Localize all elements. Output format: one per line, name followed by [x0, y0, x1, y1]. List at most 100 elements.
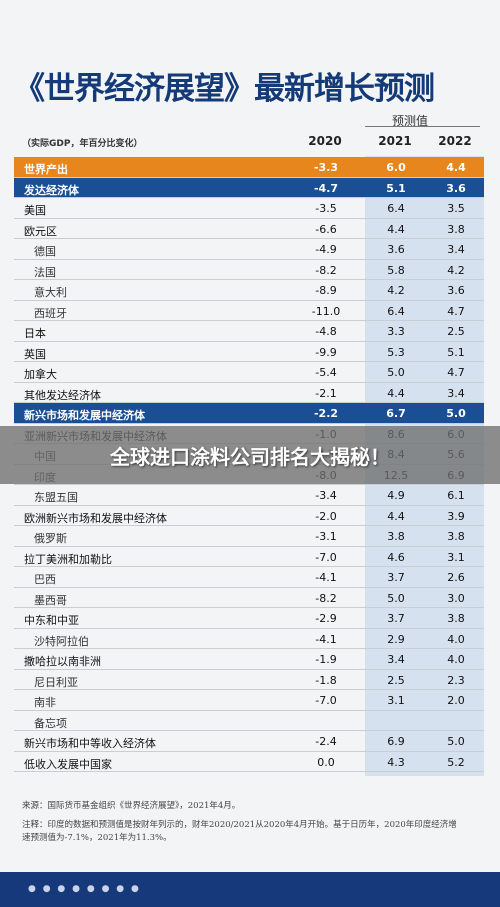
- cell-v2020: -8.9: [315, 284, 337, 297]
- cell-v2022: 3.1: [447, 550, 465, 564]
- cell-v2021: 5.0: [387, 591, 405, 605]
- table-row: 加拿大 -5.4 5.0 4.7: [14, 362, 484, 383]
- cell-v2020: -1.8: [315, 673, 337, 687]
- cell-v2020: -2.0: [315, 509, 337, 523]
- cell-v2022: 3.5: [447, 202, 465, 215]
- cell-v2021: 5.1: [386, 181, 406, 195]
- cell-v2021: 5.0: [387, 366, 405, 379]
- table-row: 其他发达经济体 -2.1 4.4 3.4: [14, 383, 484, 403]
- cell-v2021: 6.4: [387, 202, 405, 215]
- table-row: 墨西哥 -8.2 5.0 3.0: [14, 588, 484, 608]
- table-row: 法国 -8.2 5.8 4.2: [14, 260, 484, 280]
- cell-v2021: 3.7: [387, 612, 405, 625]
- cell-v2020: -2.1: [315, 386, 337, 400]
- cell-v2020: -4.7: [313, 181, 339, 195]
- cell-v2022: 4.0: [447, 653, 465, 666]
- cell-v2020: -7.0: [315, 694, 337, 707]
- cell-v2021: 3.1: [387, 694, 405, 707]
- notes: 来源：国际货币基金组织《世界经济展望》，2021年4月。 注释：印度的数据和预测…: [22, 800, 462, 851]
- row-label: 尼日利亚: [34, 675, 78, 689]
- cell-v2020: -3.4: [315, 489, 337, 502]
- cell-v2022: 3.9: [447, 509, 465, 523]
- cell-v2020: -6.6: [315, 222, 337, 236]
- cell-v2022: 2.0: [447, 694, 465, 707]
- cell-v2022: 3.0: [447, 591, 465, 605]
- cell-v2021: 3.8: [387, 530, 405, 543]
- column-header-2021: 2021: [378, 134, 412, 148]
- table-row: 低收入发展中国家 0.0 4.3 5.2: [14, 752, 484, 772]
- cell-v2020: -3.5: [315, 202, 337, 215]
- bottom-decoration: ● ● ● ● ● ● ● ●: [28, 884, 141, 894]
- cell-v2021: 4.2: [387, 284, 405, 297]
- cell-v2021: 3.3: [387, 325, 405, 338]
- cell-v2020: -9.9: [315, 345, 337, 359]
- table-row: 俄罗斯 -3.1 3.8 3.8: [14, 526, 484, 547]
- cell-v2022: 4.7: [447, 304, 465, 318]
- cell-v2021: 4.4: [387, 386, 405, 400]
- table-row: 东盟五国 -3.4 4.9 6.1: [14, 485, 484, 506]
- cell-v2022: 2.5: [447, 325, 465, 338]
- table-row: 欧洲新兴市场和发展中经济体 -2.0 4.4 3.9: [14, 506, 484, 526]
- overlay-banner: [0, 426, 500, 484]
- predicted-divider: [365, 126, 480, 127]
- row-label: 欧元区: [24, 224, 57, 238]
- table-row: 撒哈拉以南非洲 -1.9 3.4 4.0: [14, 649, 484, 670]
- row-label: 中东和中亚: [24, 614, 79, 627]
- table-row: 美国 -3.5 6.4 3.5: [14, 198, 484, 219]
- row-label: 美国: [24, 204, 46, 217]
- cell-v2022: 2.3: [447, 673, 465, 687]
- footnote: 注释：印度的数据和预测值是按财年列示的，财年2020/2021从2020年4月开…: [22, 820, 457, 843]
- row-label: 巴西: [34, 573, 56, 586]
- cell-v2022: 3.8: [447, 612, 465, 625]
- table-row: 世界产出 -3.3 6.0 4.4: [14, 157, 484, 178]
- table-row: 意大利 -8.9 4.2 3.6: [14, 280, 484, 301]
- cell-v2020: -4.8: [315, 325, 337, 338]
- cell-v2022: 3.8: [447, 222, 465, 236]
- column-header-2020: 2020: [308, 134, 342, 148]
- predicted-label: 预测值: [391, 114, 428, 128]
- row-label: 日本: [24, 327, 46, 340]
- row-label: 新兴市场和发展中经济体: [24, 409, 145, 422]
- table-row: 西班牙 -11.0 6.4 4.7: [14, 301, 484, 321]
- cell-v2020: -1.9: [315, 653, 337, 666]
- cell-v2020: -8.2: [315, 263, 337, 277]
- cell-v2020: 0.0: [317, 755, 335, 769]
- row-label: 欧洲新兴市场和发展中经济体: [24, 511, 167, 525]
- row-label: 低收入发展中国家: [24, 757, 112, 771]
- cell-v2022: 5.2: [447, 755, 465, 769]
- row-label: 发达经济体: [24, 183, 79, 197]
- cell-v2022: 4.4: [446, 161, 466, 174]
- overlay-banner-text: 全球进口涂料公司排名大揭秘！: [110, 445, 390, 469]
- cell-v2020: -11.0: [311, 304, 341, 318]
- cell-v2020: -3.1: [315, 530, 337, 543]
- row-label: 备忘项: [34, 716, 67, 730]
- cell-v2021: 4.4: [387, 222, 405, 236]
- table-row: 中东和中亚 -2.9 3.7 3.8: [14, 608, 484, 629]
- row-label: 加拿大: [24, 368, 57, 381]
- cell-v2022: 6.1: [447, 489, 465, 502]
- table-row: 欧元区 -6.6 4.4 3.8: [14, 219, 484, 239]
- table-row: 尼日利亚 -1.8 2.5 2.3: [14, 670, 484, 690]
- cell-v2022: 5.0: [446, 407, 466, 420]
- cell-v2020: -7.0: [315, 550, 337, 564]
- row-label: 拉丁美洲和加勒比: [24, 552, 112, 566]
- row-label: 撒哈拉以南非洲: [24, 655, 101, 668]
- row-label: 新兴市场和中等收入经济体: [24, 737, 156, 750]
- table-row: 英国 -9.9 5.3 5.1: [14, 342, 484, 362]
- table-row: 沙特阿拉伯 -4.1 2.9 4.0: [14, 629, 484, 649]
- table-row: 南非 -7.0 3.1 2.0: [14, 690, 484, 711]
- page-title: 《世界经济展望》最新增长预测: [14, 71, 435, 107]
- cell-v2022: 3.8: [447, 530, 465, 543]
- cell-v2021: 6.4: [387, 304, 405, 318]
- cell-v2022: 4.2: [447, 263, 465, 277]
- cell-v2020: -2.2: [313, 407, 339, 420]
- cell-v2020: -5.4: [315, 366, 337, 379]
- cell-v2022: 4.7: [447, 366, 465, 379]
- cell-v2020: -2.4: [315, 735, 337, 748]
- cell-v2022: 3.4: [447, 386, 465, 400]
- cell-v2022: 2.6: [447, 571, 465, 584]
- cell-v2021: 4.9: [387, 489, 405, 502]
- cell-v2021: 4.6: [387, 550, 405, 564]
- cell-v2021: 2.9: [387, 632, 405, 646]
- row-label: 世界产出: [24, 163, 68, 176]
